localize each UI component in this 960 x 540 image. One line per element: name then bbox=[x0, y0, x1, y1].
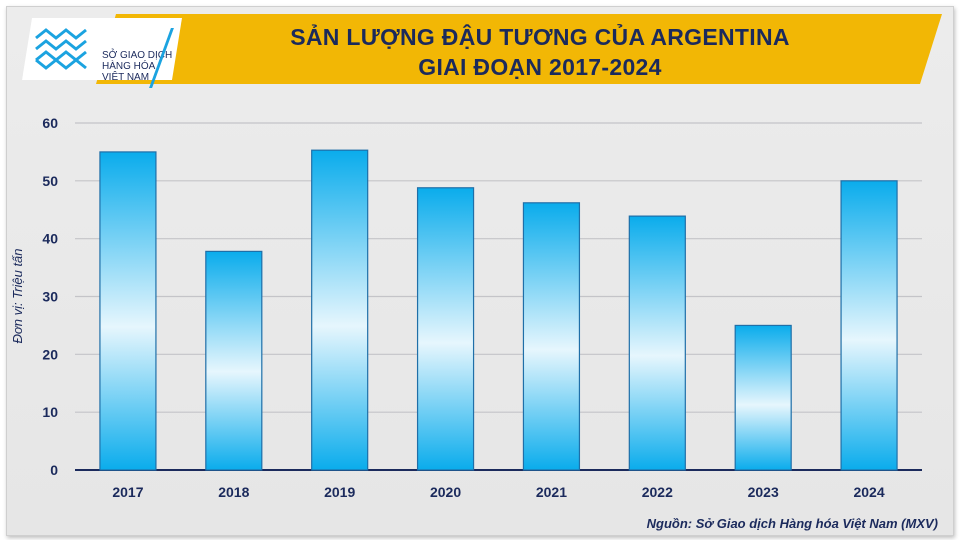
bar-2023 bbox=[734, 324, 792, 471]
bar-2019 bbox=[311, 149, 369, 471]
chart-frame bbox=[6, 6, 954, 536]
x-tick-label: 2018 bbox=[218, 484, 249, 500]
x-tick-label: 2021 bbox=[536, 484, 567, 500]
y-tick-label: 50 bbox=[42, 173, 58, 189]
x-tick-label: 2022 bbox=[642, 484, 673, 500]
bar-2020 bbox=[416, 187, 475, 471]
bar-2024 bbox=[840, 180, 898, 471]
title-banner bbox=[96, 14, 942, 84]
chart-title: SẢN LƯỢNG ĐẬU TƯƠNG CỦA ARGENTINA GIAI Đ… bbox=[190, 22, 890, 82]
source-note: Nguồn: Sở Giao dịch Hàng hóa Việt Nam (M… bbox=[646, 516, 938, 531]
y-tick-label: 20 bbox=[42, 346, 58, 362]
logo-mark-icon bbox=[22, 18, 92, 80]
y-axis-label: Đơn vị: Triệu tấn bbox=[10, 248, 25, 343]
x-tick-label: 2023 bbox=[748, 484, 779, 500]
title-line-2: GIAI ĐOẠN 2017-2024 bbox=[418, 54, 662, 80]
y-tick-label: 30 bbox=[42, 289, 58, 305]
x-tick-label: 2019 bbox=[324, 484, 355, 500]
y-tick-label: 0 bbox=[50, 462, 58, 478]
y-tick-label: 60 bbox=[42, 115, 58, 131]
bar-2021 bbox=[522, 202, 581, 471]
y-tick-label: 10 bbox=[42, 404, 58, 420]
bar-2018 bbox=[205, 250, 263, 471]
y-tick-label: 40 bbox=[42, 231, 58, 247]
x-tick-label: 2020 bbox=[430, 484, 461, 500]
logo-text: SỞ GIAO DỊCH HÀNG HÓA VIỆT NAM bbox=[102, 50, 173, 83]
x-tick-label: 2017 bbox=[112, 484, 143, 500]
bar-2017 bbox=[99, 151, 157, 471]
x-tick-label: 2024 bbox=[853, 484, 884, 500]
bar-2022 bbox=[628, 215, 686, 471]
title-line-1: SẢN LƯỢNG ĐẬU TƯƠNG CỦA ARGENTINA bbox=[290, 24, 790, 50]
